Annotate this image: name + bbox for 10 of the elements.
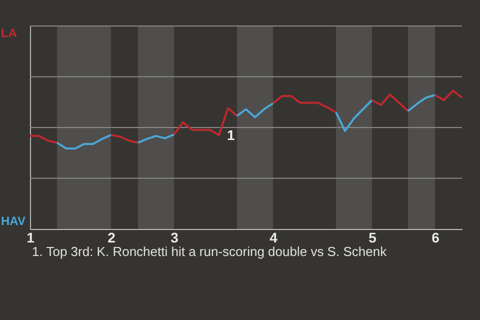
text: LA [1,26,18,40]
text: 1. Top 3rd: K. Ronchetti hit a run-scoring double vs S. Schenk [32,244,388,259]
x-tick-label: 5 [368,230,377,246]
x-tick-label: 6 [432,230,440,246]
x-tick-label: 3 [170,230,179,246]
annotation: 1 [227,127,235,143]
x-tick-label: 2 [108,230,116,246]
x-tick-label: 1 [26,230,35,246]
text: HAV [1,214,26,228]
x-tick-label: 4 [270,230,278,246]
